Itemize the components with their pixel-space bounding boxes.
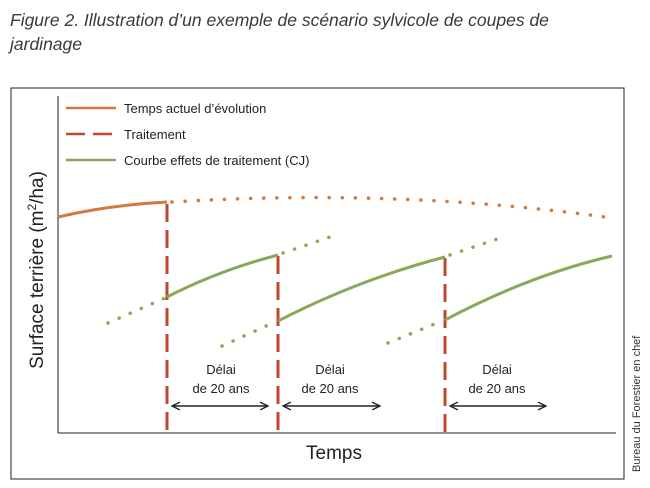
effect-lead-1	[106, 296, 167, 325]
delay-annotation-2: Délai de 20 ans	[283, 362, 380, 406]
delay-1-line-1: Délai	[206, 362, 236, 377]
effect-lead-2	[220, 320, 277, 348]
legend-label-effect: Courbe effets de traitement (CJ)	[124, 153, 309, 168]
y-axis-label-superscript: 2	[25, 204, 39, 211]
delay-1-line-2: de 20 ans	[192, 381, 250, 396]
caption-line-1: Figure 2. Illustration d’un exemple de s…	[10, 10, 549, 30]
effect-curve-1	[166, 253, 279, 299]
y-axis-label-end: /ha)	[27, 171, 48, 204]
caption-line-2: jardinage	[10, 34, 82, 54]
delay-2-line-1: Délai	[315, 362, 345, 377]
delay-annotation-3: Délai de 20 ans	[450, 362, 546, 406]
y-axis-label-main: Surface terrière (m	[27, 211, 48, 369]
legend-label-treatment: Traitement	[124, 127, 186, 142]
delay-3-line-2: de 20 ans	[468, 381, 526, 396]
current-evolution-curve	[57, 200, 168, 219]
credit-text: Bureau du Forestier en chef	[631, 335, 643, 472]
figure-caption: Figure 2. Illustration d’un exemple de s…	[10, 8, 635, 56]
legend: Temps actuel d’évolution Traitement Cour…	[66, 101, 309, 168]
delay-3-line-1: Délai	[482, 362, 512, 377]
effect-tail-1	[281, 235, 332, 255]
effect-tail-2	[448, 236, 502, 257]
current-evolution-projection	[170, 195, 614, 220]
effect-curve-3	[444, 254, 613, 322]
x-axis-label: Temps	[306, 443, 362, 464]
legend-label-current: Temps actuel d’évolution	[124, 101, 266, 116]
delay-2-line-2: de 20 ans	[301, 381, 359, 396]
effect-lead-3	[386, 319, 444, 345]
figure-frame	[10, 87, 625, 480]
effect-curve-2	[277, 255, 446, 323]
y-axis-label: Surface terrière (m2/ha)	[25, 171, 48, 369]
delay-annotation-1: Délai de 20 ans	[172, 362, 268, 406]
